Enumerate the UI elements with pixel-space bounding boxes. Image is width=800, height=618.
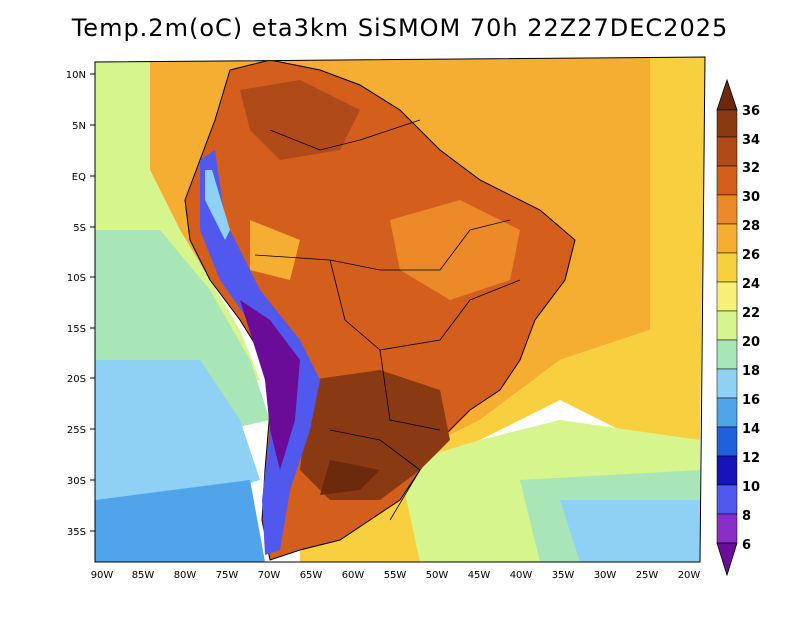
colorbar-bin <box>716 252 738 283</box>
colorbar-bin <box>716 339 738 370</box>
lon-label-90w: 90W <box>91 570 114 581</box>
colorbar-label: 22 <box>742 306 760 321</box>
colorbar-label: 34 <box>742 133 760 148</box>
lon-label-65w: 65W <box>300 570 323 581</box>
colorbar-label: 20 <box>742 335 760 350</box>
lon-label-85w: 85W <box>132 570 155 581</box>
lon-label-30w: 30W <box>594 570 617 581</box>
colorbar-label: 14 <box>742 422 760 437</box>
colorbar-label: 10 <box>742 480 760 495</box>
lon-label-25w: 25W <box>636 570 659 581</box>
longitude-axis: 90W 85W 80W 75W 70W 65W 60W 55W 50W 45W … <box>91 570 701 581</box>
colorbar-bin <box>716 513 738 544</box>
lon-label-35w: 35W <box>552 570 575 581</box>
colorbar-label: 28 <box>742 219 760 234</box>
lat-label-20s: 20S <box>67 374 86 385</box>
colorbar-label: 8 <box>742 509 751 524</box>
colorbar-label: 24 <box>742 277 760 292</box>
lat-label-30s: 30S <box>67 476 86 487</box>
lat-label-25s: 25S <box>67 425 86 436</box>
colorbar-bin <box>716 109 738 138</box>
andes-cold-band <box>200 150 320 555</box>
colorbar-bin <box>716 223 738 254</box>
lon-label-40w: 40W <box>510 570 533 581</box>
colorbar-label: 30 <box>742 190 760 205</box>
colorbar-bin <box>716 426 738 457</box>
colorbar: 36 34 32 30 28 26 24 22 20 18 16 14 12 1… <box>716 78 760 577</box>
colorbar-bin <box>716 397 738 428</box>
colorbar-bin <box>716 165 738 196</box>
lat-label-10n: 10N <box>66 70 86 81</box>
colorbar-bin <box>716 484 738 515</box>
colorbar-label: 26 <box>742 248 760 263</box>
colorbar-label: 32 <box>742 161 760 176</box>
colorbar-label: 12 <box>742 451 760 466</box>
lat-label-35s: 35S <box>67 527 86 538</box>
colorbar-label: 16 <box>742 393 760 408</box>
colorbar-bin <box>716 136 738 167</box>
lat-label-5s: 5S <box>73 223 86 234</box>
map-title: Temp.2m(oC) eta3km SiSMOM 70h 22Z27DEC20… <box>71 14 729 42</box>
colorbar-top-arrow <box>716 78 738 111</box>
colorbar-label: 18 <box>742 364 760 379</box>
lon-label-60w: 60W <box>342 570 365 581</box>
colorbar-label: 6 <box>742 538 751 553</box>
lat-label-10s: 10S <box>67 273 86 284</box>
lon-label-75w: 75W <box>216 570 239 581</box>
colorbar-bin <box>716 194 738 225</box>
lon-label-50w: 50W <box>426 570 449 581</box>
lon-label-20w: 20W <box>678 570 701 581</box>
latitude-axis: 10N 5N EQ 5S 10S 15S 20S 25S 30S 35S <box>66 70 95 538</box>
map-frame <box>95 57 705 562</box>
colorbar-bin <box>716 368 738 399</box>
colorbar-bin <box>716 455 738 486</box>
colorbar-bottom-arrow <box>716 542 738 577</box>
lon-label-80w: 80W <box>174 570 197 581</box>
lon-label-55w: 55W <box>384 570 407 581</box>
lat-label-5n: 5N <box>72 121 86 132</box>
lon-label-45w: 45W <box>468 570 491 581</box>
colorbar-bin <box>716 281 738 312</box>
lat-label-eq: EQ <box>72 172 86 183</box>
colorbar-label: 36 <box>742 104 760 119</box>
colorbar-bin <box>716 310 738 341</box>
lat-label-15s: 15S <box>67 324 86 335</box>
lon-label-70w: 70W <box>258 570 281 581</box>
